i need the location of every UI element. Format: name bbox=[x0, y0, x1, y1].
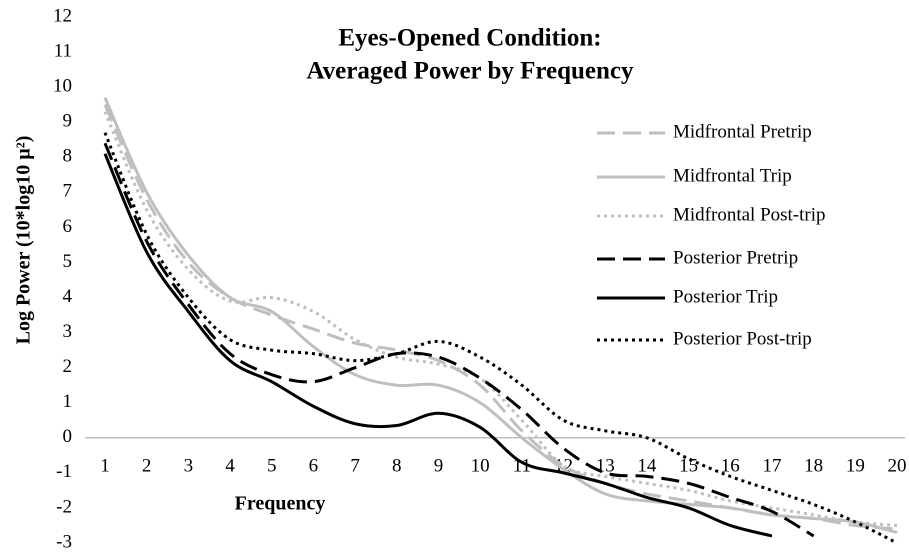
y-tick-label: 4 bbox=[63, 286, 73, 307]
x-tick-label: 14 bbox=[637, 455, 657, 476]
y-tick-label: 2 bbox=[63, 356, 73, 377]
y-axis-label: Log Power (10*log10 µ²) bbox=[13, 136, 35, 345]
legend-label: Midfrontal Post-trip bbox=[673, 204, 826, 225]
y-tick-label: 0 bbox=[63, 426, 73, 447]
y-tick-label: 6 bbox=[63, 216, 73, 237]
x-tick-label: 8 bbox=[392, 455, 402, 476]
x-tick-label: 16 bbox=[721, 455, 740, 476]
legend-label: Posterior Pretrip bbox=[673, 247, 798, 268]
legend-label: Posterior Trip bbox=[673, 286, 778, 307]
data-line bbox=[103, 97, 898, 534]
data-line bbox=[103, 111, 898, 527]
y-tick-label: 7 bbox=[63, 181, 73, 202]
x-tick-label: 20 bbox=[888, 455, 907, 476]
plot-area bbox=[103, 97, 898, 544]
x-tick-label: 2 bbox=[142, 455, 152, 476]
x-tick-label: 5 bbox=[267, 455, 277, 476]
x-tick-label: 18 bbox=[804, 455, 823, 476]
x-tick-label: 6 bbox=[309, 455, 319, 476]
x-tick-label: 17 bbox=[762, 455, 781, 476]
y-tick-label: 9 bbox=[63, 111, 73, 132]
y-tick-label: -3 bbox=[56, 531, 72, 552]
y-tick-label: 1 bbox=[63, 391, 73, 412]
y-tick-label: 8 bbox=[63, 146, 73, 167]
x-tick-label: 4 bbox=[225, 455, 235, 476]
x-tick-label: 7 bbox=[350, 455, 360, 476]
x-tick-label: 1 bbox=[100, 455, 110, 476]
y-tick-label: 5 bbox=[63, 251, 73, 272]
chart-title: Averaged Power by Frequency bbox=[306, 58, 634, 85]
legend-label: Midfrontal Pretrip bbox=[673, 121, 812, 142]
y-tick-label: 11 bbox=[54, 40, 72, 61]
chart-title: Eyes-Opened Condition: bbox=[338, 25, 601, 52]
legend-label: Midfrontal Trip bbox=[673, 165, 792, 186]
y-tick-label: -1 bbox=[56, 461, 72, 482]
data-line bbox=[103, 153, 773, 538]
x-axis-label: Frequency bbox=[235, 493, 326, 515]
legend-label: Posterior Post-trip bbox=[673, 328, 812, 349]
x-tick-label: 10 bbox=[471, 455, 490, 476]
y-tick-label: 12 bbox=[53, 5, 72, 26]
y-tick-label: -2 bbox=[56, 496, 72, 517]
x-tick-label: 9 bbox=[434, 455, 444, 476]
y-tick-label: 3 bbox=[63, 321, 73, 342]
x-tick-label: 19 bbox=[846, 455, 865, 476]
y-tick-label: 10 bbox=[53, 75, 72, 96]
x-tick-label: 15 bbox=[679, 455, 698, 476]
x-tick-label: 3 bbox=[184, 455, 194, 476]
data-line bbox=[103, 132, 898, 544]
data-line bbox=[103, 142, 815, 538]
